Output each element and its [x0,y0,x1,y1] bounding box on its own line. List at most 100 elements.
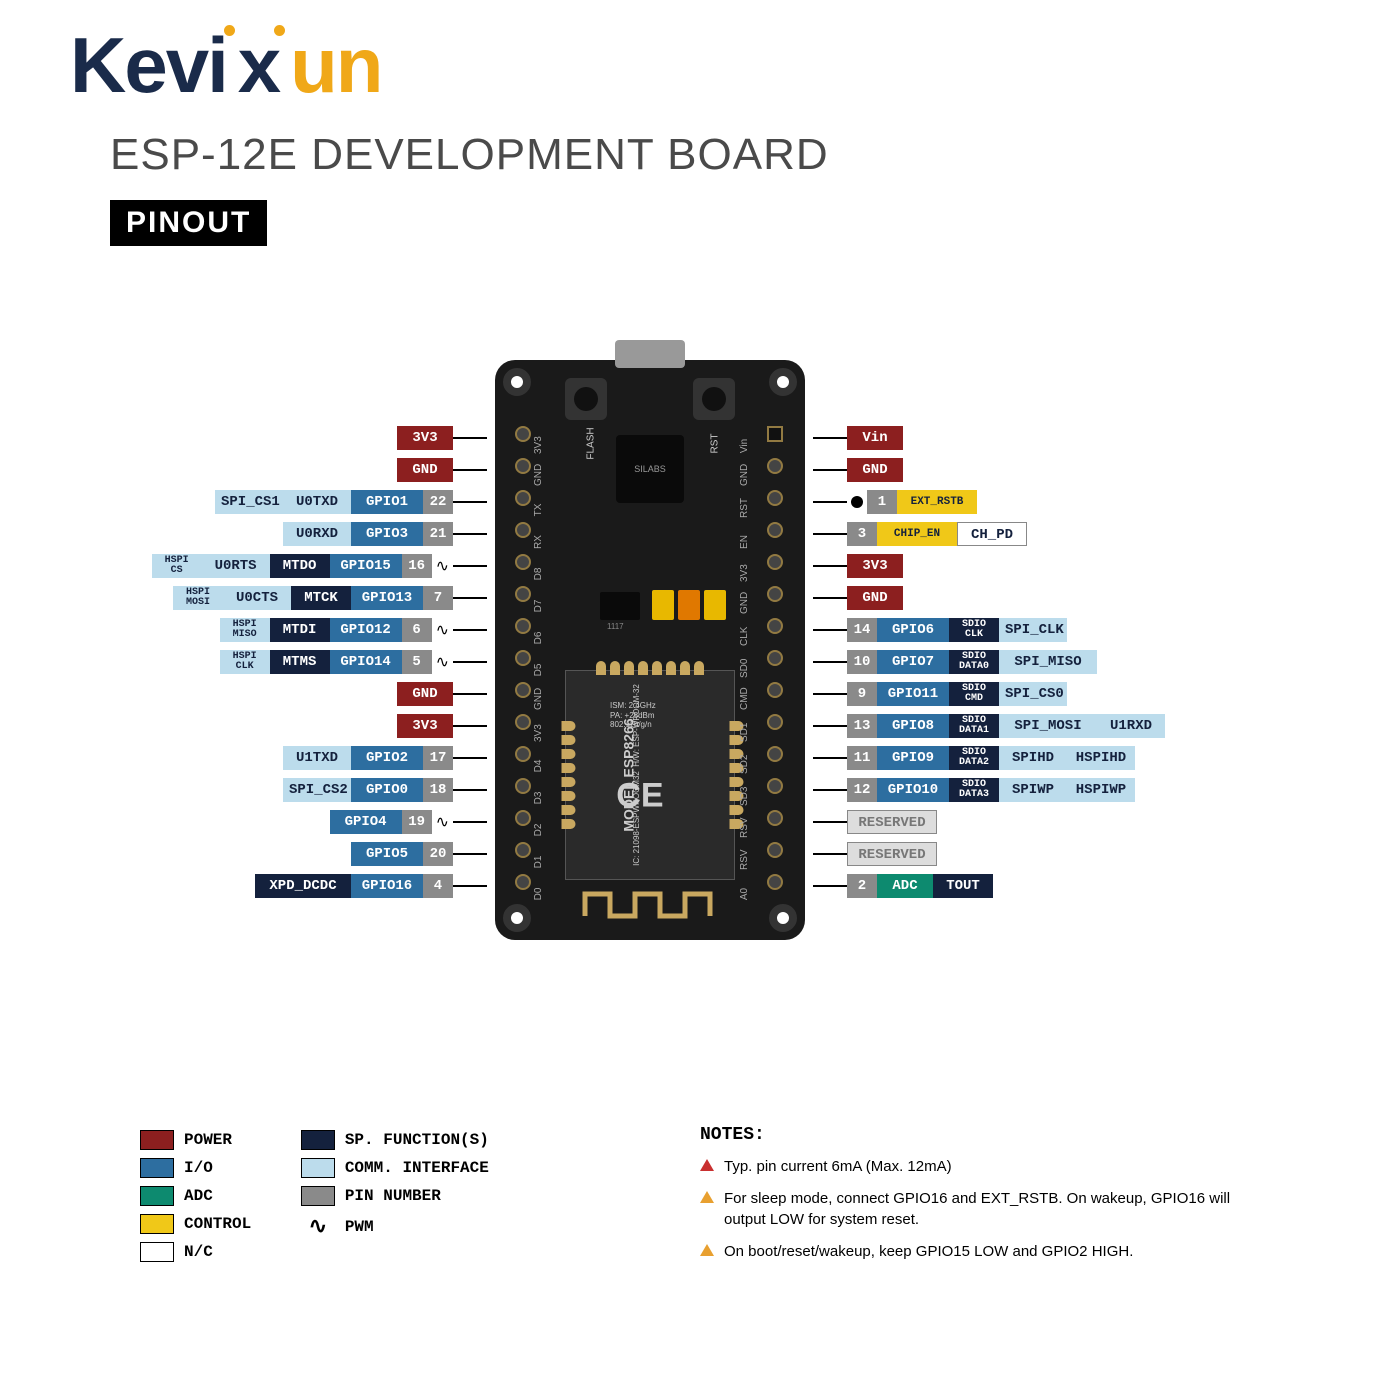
pin-row: 18GPIO0SPI_CS2 [283,778,487,802]
pin-label-19: 19 [402,810,432,834]
pin-label-22: 22 [423,490,453,514]
silk-label: SD0 [737,662,769,678]
pin-label-gpio12: GPIO12 [330,618,402,642]
silk-label: GND [737,470,769,486]
legend-label: CONTROL [184,1215,251,1233]
silk-label: D5 [531,662,563,678]
legend-swatch [140,1158,174,1178]
pin-label-18: 18 [423,778,453,802]
silk-label: TX [531,502,563,518]
silk-label: D4 [531,758,563,774]
pin-row: ∿6GPIO12MTDIHSPIMISO [220,618,487,642]
pin-label-gnd: GND [397,682,453,706]
pin-label-spi_cs1: SPI_CS1 [215,490,283,514]
legend-swatch [140,1130,174,1150]
regulator-icon [600,592,640,620]
legend: POWERI/OADCCONTROLN/C SP. FUNCTION(S)COM… [140,1130,529,1270]
pin-label-mtdi: MTDI [270,618,330,642]
pin-row: 20GPIO5 [351,842,487,866]
pin-label-gpio3: GPIO3 [351,522,423,546]
legend-label: COMM. INTERFACE [345,1159,489,1177]
rst-label: RST [710,434,721,454]
note-text: Typ. pin current 6mA (Max. 12mA) [724,1157,952,1177]
pin-label-gpio4: GPIO4 [330,810,402,834]
note-item: Typ. pin current 6mA (Max. 12mA) [700,1157,1260,1177]
pin-label-reserved: RESERVED [847,842,937,866]
pin-label-spi_cs2: SPI_CS2 [283,778,351,802]
usb-port-icon [615,340,685,368]
esp-module: MODEL ESP8266 ISM: 2.4GHzPA: +25dBm802.1… [565,670,735,880]
pin-label-gpio15: GPIO15 [330,554,402,578]
pin-label-gpio6: GPIO6 [877,618,949,642]
legend-item: ADC [140,1186,251,1206]
pin-label-gpio5: GPIO5 [351,842,423,866]
silk-label: D1 [531,854,563,870]
pin-label-1: 1 [867,490,897,514]
pin-row: 22GPIO1U0TXDSPI_CS1 [215,490,487,514]
pin-label-13: 13 [847,714,877,738]
pin-label-sdio-data2: SDIODATA2 [949,746,999,770]
pin-label-sdio-data0: SDIODATA0 [949,650,999,674]
pin-label-hspi-miso: HSPIMISO [220,618,270,642]
pin-row: 3V3 [397,426,487,450]
dev-board: FLASH RST SILABS 1117 MODEL ESP8266 ISM:… [495,360,805,940]
pin-row: 9GPIO11SDIOCMDSPI_CS0 [813,682,1067,706]
legend-swatch [140,1214,174,1234]
pin-label-11: 11 [847,746,877,770]
pin-label-gpio8: GPIO8 [877,714,949,738]
legend-item: POWER [140,1130,251,1150]
flash-label: FLASH [586,427,597,459]
brand-p3: un [290,21,381,109]
pin-row: RESERVED [813,842,937,866]
pin-label-u0rts: U0RTS [202,554,270,578]
pin-row: GND [397,458,487,482]
legend-swatch [140,1242,174,1262]
pin-label-hspiwp: HSPIWP [1067,778,1135,802]
pin-row: GND [397,682,487,706]
pin-label-chip_en: CHIP_EN [877,522,957,546]
pin-label-5: 5 [402,650,432,674]
warning-triangle-icon [700,1244,714,1256]
pin-label-hspi-clk: HSPICLK [220,650,270,674]
silk-label: CMD [737,694,769,710]
pin-label-mtdo: MTDO [270,554,330,578]
notes-heading: NOTES: [700,1125,1260,1145]
pin-label-spi_cs0: SPI_CS0 [999,682,1067,706]
legend-item: SP. FUNCTION(S) [301,1130,489,1150]
silk-label: GND [531,470,563,486]
pin-label-mtms: MTMS [270,650,330,674]
pin-label-gpio9: GPIO9 [877,746,949,770]
pin-label-hspihd: HSPIHD [1067,746,1135,770]
legend-item: COMM. INTERFACE [301,1158,489,1178]
brand-p1: Kevi [70,21,227,109]
silk-label: D6 [531,630,563,646]
pin-label-u0cts: U0CTS [223,586,291,610]
pwm-icon: ∿ [432,812,453,832]
pinout-badge: PINOUT [110,200,267,246]
flash-button [565,378,607,420]
pin-label-gnd: GND [847,586,903,610]
silk-label: GND [531,694,563,710]
pin-row: GND [813,586,903,610]
pin-label-spi_mosi: SPI_MOSI [999,714,1097,738]
chip-label: SILABS [634,464,666,474]
page-title: ESP-12E DEVELOPMENT BOARD [110,130,829,180]
pin-label-spi_miso: SPI_MISO [999,650,1097,674]
warning-triangle-icon [700,1191,714,1203]
pin-label-sdio-data1: SDIODATA1 [949,714,999,738]
pin-label-3v3: 3V3 [397,426,453,450]
pin-label-4: 4 [423,874,453,898]
silk-label: D7 [531,598,563,614]
pin-row: 3CHIP_ENCH_PD [813,522,1027,546]
pin-label-21: 21 [423,522,453,546]
pin-label-20: 20 [423,842,453,866]
pin-label-gpio16: GPIO16 [351,874,423,898]
pin-row: 17GPIO2U1TXD [283,746,487,770]
pin-row: RESERVED [813,810,937,834]
pin-label-xpd_dcdc: XPD_DCDC [255,874,351,898]
pin-label-6: 6 [402,618,432,642]
pin-row: 13GPIO8SDIODATA1SPI_MOSIU1RXD [813,714,1165,738]
pin-row: ∿16GPIO15MTDOU0RTSHSPICS [152,554,487,578]
pin-row: GND [813,458,903,482]
legend-label: PWM [345,1218,374,1236]
